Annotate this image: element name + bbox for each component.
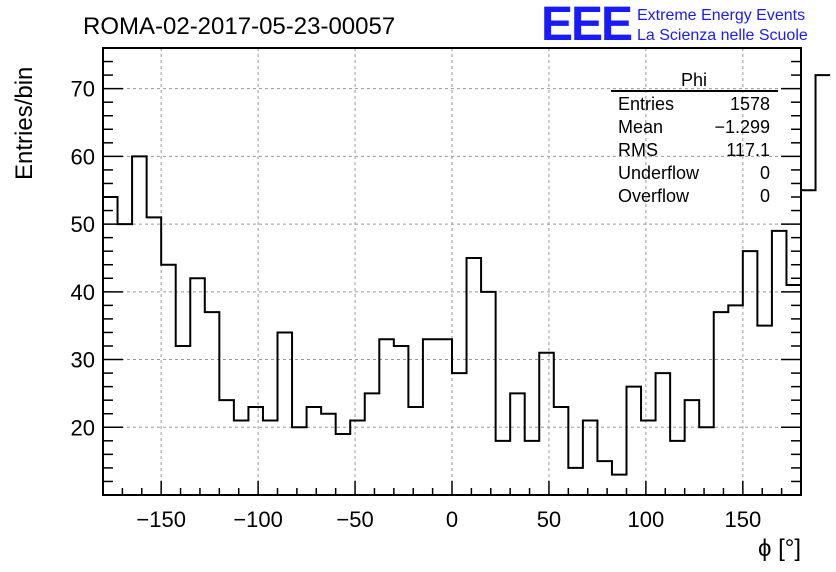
stats-row-label: Entries <box>618 94 674 114</box>
stats-row-label: Mean <box>618 117 663 137</box>
y-tick-label: 60 <box>71 144 95 169</box>
x-tick-labels: −150 −100 −50 0 50 100 150 <box>136 507 761 532</box>
chart-title: ROMA-02-2017-05-23-00057 <box>83 13 395 40</box>
stats-row-label: Underflow <box>618 163 700 183</box>
x-axis-label: ϕ [°] <box>758 535 801 562</box>
logo-mark: EEE <box>541 0 632 51</box>
stats-box: Phi Entries 1578 Mean −1.299 RMS 117.1 Underfl… <box>611 70 778 206</box>
x-tick-label: 0 <box>446 507 458 532</box>
x-tick-label: −100 <box>233 507 283 532</box>
grid-lines <box>103 48 801 495</box>
axis-ticks <box>102 47 802 495</box>
stats-row-value: −1.299 <box>714 117 770 137</box>
logo-line-2: La Scienza nelle Scuole <box>637 27 808 44</box>
x-tick-label: −50 <box>336 507 373 532</box>
y-tick-label: 30 <box>71 348 95 373</box>
stats-row-label: RMS <box>618 140 658 160</box>
x-tick-label: 150 <box>724 507 761 532</box>
x-tick-label: 100 <box>628 507 665 532</box>
x-tick-label: −150 <box>136 507 186 532</box>
stats-row-value: 0 <box>760 186 770 206</box>
stats-row-label: Overflow <box>618 186 690 206</box>
y-tick-label: 40 <box>71 280 95 305</box>
stats-title: Phi <box>681 70 707 90</box>
histogram-line <box>103 74 831 476</box>
y-tick-labels: 20 30 40 50 60 70 <box>71 77 95 441</box>
y-tick-label: 20 <box>71 415 95 440</box>
y-tick-label: 50 <box>71 212 95 237</box>
y-tick-label: 70 <box>71 77 95 102</box>
y-axis-label: Entries/bin <box>11 67 38 180</box>
stats-row-value: 117.1 <box>726 140 770 160</box>
stats-row-value: 0 <box>760 163 770 183</box>
logo-line-1: Extreme Energy Events <box>637 7 805 24</box>
eee-logo: EEE Extreme Energy Events La Scienza nel… <box>541 0 808 51</box>
stats-row-value: 1578 <box>730 94 770 114</box>
x-tick-label: 50 <box>537 507 561 532</box>
